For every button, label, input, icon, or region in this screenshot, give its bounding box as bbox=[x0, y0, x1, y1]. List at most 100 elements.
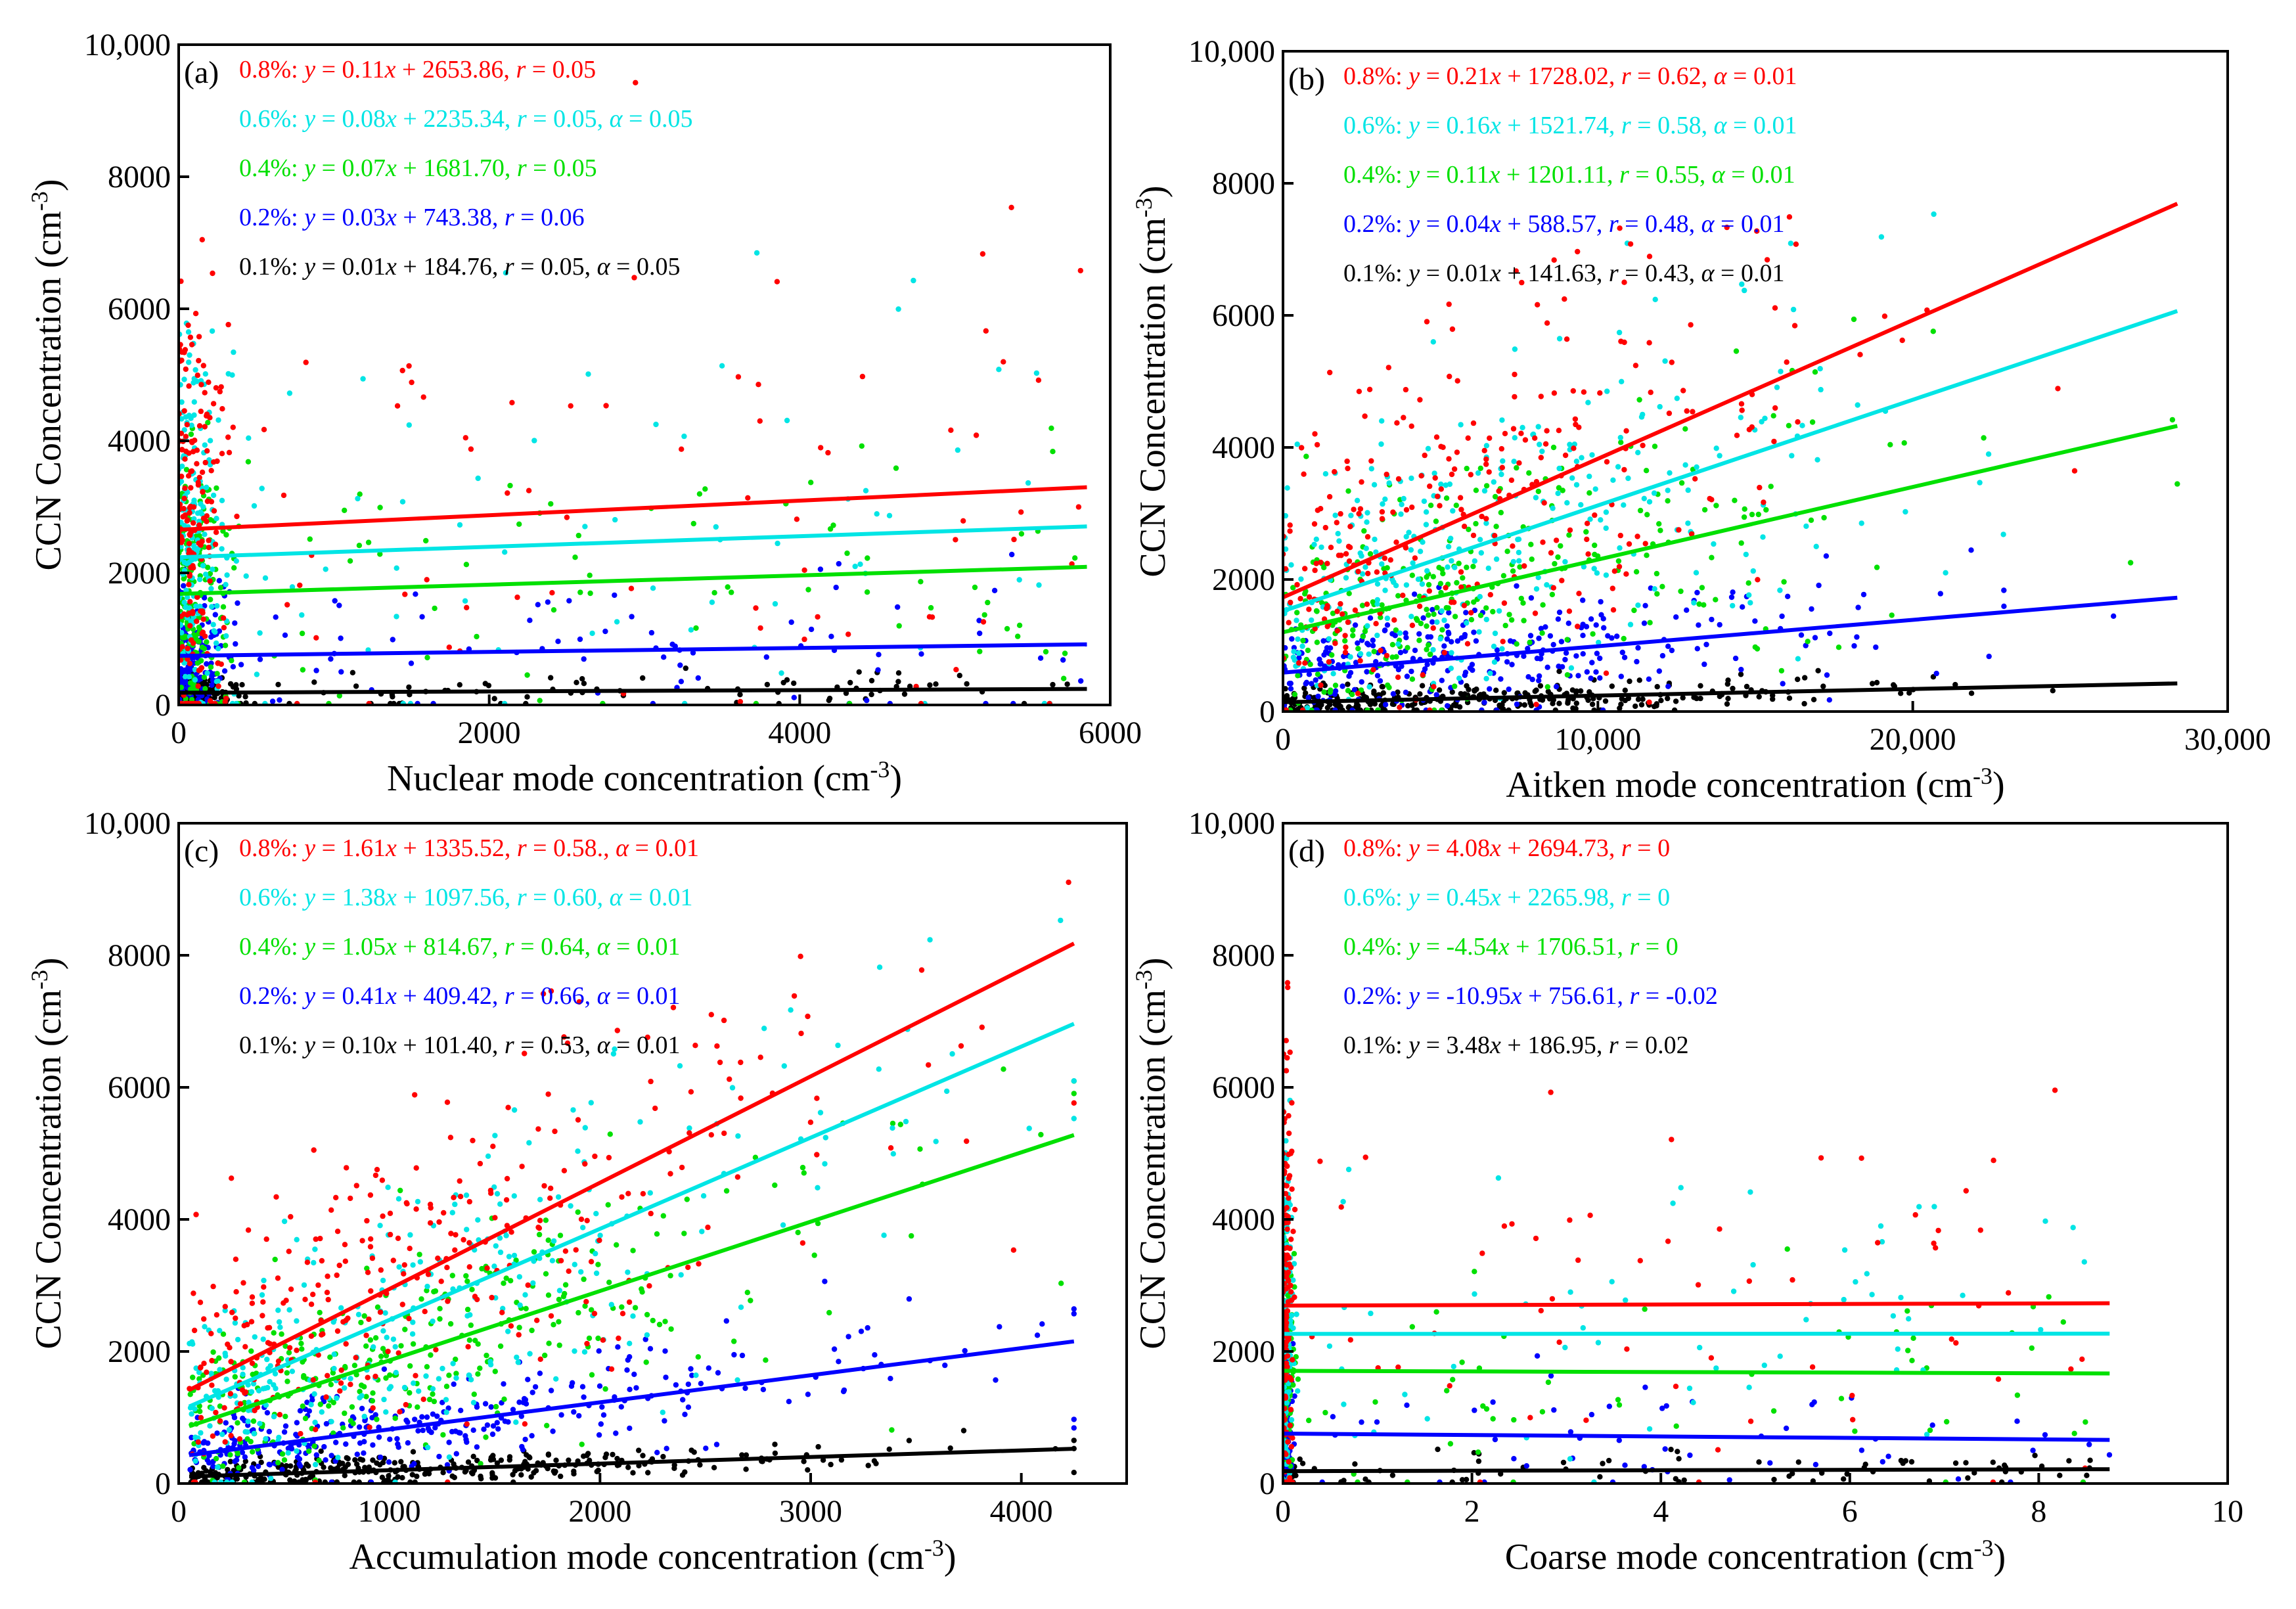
scatter-point bbox=[1357, 506, 1364, 512]
scatter-point bbox=[450, 1361, 456, 1367]
scatter-point bbox=[406, 1315, 412, 1322]
scatter-point bbox=[1730, 602, 1736, 609]
scatter-point bbox=[1606, 1403, 1612, 1409]
scatter-point bbox=[502, 549, 508, 555]
scatter-point bbox=[407, 1246, 413, 1252]
scatter-point bbox=[227, 1452, 233, 1458]
scatter-point bbox=[449, 1273, 455, 1279]
scatter-point bbox=[311, 1259, 317, 1266]
scatter-point bbox=[552, 1468, 558, 1474]
scatter-point bbox=[213, 640, 219, 646]
scatter-point bbox=[1372, 536, 1378, 543]
scatter-point bbox=[1713, 445, 1719, 451]
scatter-point bbox=[194, 461, 200, 466]
scatter-point bbox=[1552, 560, 1558, 567]
scatter-point bbox=[199, 538, 205, 545]
scatter-point bbox=[242, 1454, 248, 1460]
scatter-point bbox=[1354, 497, 1361, 503]
scatter-point bbox=[355, 1311, 362, 1318]
scatter-point bbox=[1465, 435, 1471, 441]
scatter-point bbox=[582, 524, 588, 530]
scatter-point bbox=[1682, 426, 1688, 432]
scatter-point bbox=[208, 585, 214, 592]
scatter-point bbox=[1529, 677, 1535, 683]
scatter-point bbox=[1636, 397, 1642, 403]
scatter-point bbox=[1642, 541, 1648, 547]
scatter-point bbox=[214, 1430, 220, 1436]
scatter-point bbox=[1603, 572, 1609, 578]
scatter-point bbox=[451, 1194, 457, 1200]
scatter-point bbox=[497, 1235, 503, 1241]
scatter-point bbox=[1071, 1306, 1077, 1312]
scatter-point bbox=[996, 367, 1002, 373]
scatter-point bbox=[313, 635, 319, 641]
scatter-point bbox=[1566, 532, 1572, 538]
scatter-point bbox=[1352, 607, 1359, 613]
scatter-point bbox=[825, 449, 831, 456]
y-tick-label: 8000 bbox=[108, 938, 171, 973]
scatter-point bbox=[1516, 549, 1522, 556]
scatter-point bbox=[1621, 466, 1627, 473]
scatter-point bbox=[1498, 676, 1504, 682]
scatter-point bbox=[1437, 581, 1444, 587]
scatter-point bbox=[385, 1348, 391, 1355]
scatter-point bbox=[186, 359, 192, 365]
scatter-point bbox=[1078, 678, 1084, 684]
scatter-point bbox=[328, 1207, 334, 1213]
scatter-point bbox=[242, 1389, 249, 1395]
scatter-point bbox=[545, 599, 551, 605]
scatter-point bbox=[361, 1439, 367, 1445]
scatter-point bbox=[1424, 662, 1430, 668]
scatter-point bbox=[542, 1352, 548, 1359]
scatter-point bbox=[1604, 459, 1610, 465]
scatter-point bbox=[562, 1282, 569, 1288]
scatter-point bbox=[449, 1210, 455, 1215]
scatter-point bbox=[1534, 1353, 1541, 1359]
scatter-point bbox=[1451, 466, 1458, 472]
scatter-point bbox=[419, 1414, 425, 1420]
scatter-point bbox=[828, 1461, 834, 1468]
scatter-point bbox=[1824, 672, 1830, 678]
scatter-point bbox=[436, 1219, 442, 1225]
scatter-point bbox=[1559, 578, 1565, 583]
scatter-point bbox=[518, 1413, 524, 1419]
scatter-point bbox=[396, 1264, 402, 1270]
scatter-point bbox=[960, 1428, 967, 1434]
scatter-point bbox=[1854, 634, 1860, 640]
scatter-point bbox=[180, 679, 186, 685]
scatter-point bbox=[798, 1030, 804, 1037]
scatter-point bbox=[1342, 649, 1349, 656]
scatter-point bbox=[640, 1453, 646, 1459]
scatter-point bbox=[1424, 623, 1429, 629]
scatter-point bbox=[367, 1337, 374, 1343]
scatter-point bbox=[266, 1428, 272, 1435]
scatter-point bbox=[593, 1250, 598, 1257]
scatter-point bbox=[180, 514, 186, 520]
scatter-point bbox=[388, 1384, 394, 1390]
scatter-point bbox=[1433, 434, 1440, 440]
scatter-point bbox=[210, 1349, 216, 1355]
scatter-point bbox=[1018, 509, 1024, 515]
scatter-point bbox=[772, 1441, 778, 1447]
scatter-point bbox=[464, 1279, 470, 1284]
scatter-point bbox=[1637, 507, 1644, 514]
scatter-point bbox=[1347, 654, 1353, 660]
scatter-point bbox=[1312, 431, 1318, 437]
scatter-point bbox=[1373, 549, 1379, 555]
scatter-point bbox=[1622, 687, 1628, 693]
scatter-point bbox=[1594, 650, 1600, 656]
scatter-point bbox=[1567, 1429, 1574, 1435]
scatter-point bbox=[261, 1284, 267, 1290]
scatter-point bbox=[1657, 403, 1663, 410]
scatter-point bbox=[917, 1146, 923, 1152]
scatter-point bbox=[1601, 625, 1607, 631]
scatter-point bbox=[2001, 603, 2007, 609]
scatter-point bbox=[1617, 532, 1623, 539]
scatter-point bbox=[1429, 606, 1435, 613]
scatter-point bbox=[365, 647, 371, 653]
scatter-point bbox=[522, 1051, 528, 1056]
scatter-point bbox=[191, 399, 197, 405]
scatter-point bbox=[212, 694, 217, 701]
scatter-point bbox=[1420, 539, 1426, 545]
scatter-point bbox=[801, 1170, 807, 1176]
